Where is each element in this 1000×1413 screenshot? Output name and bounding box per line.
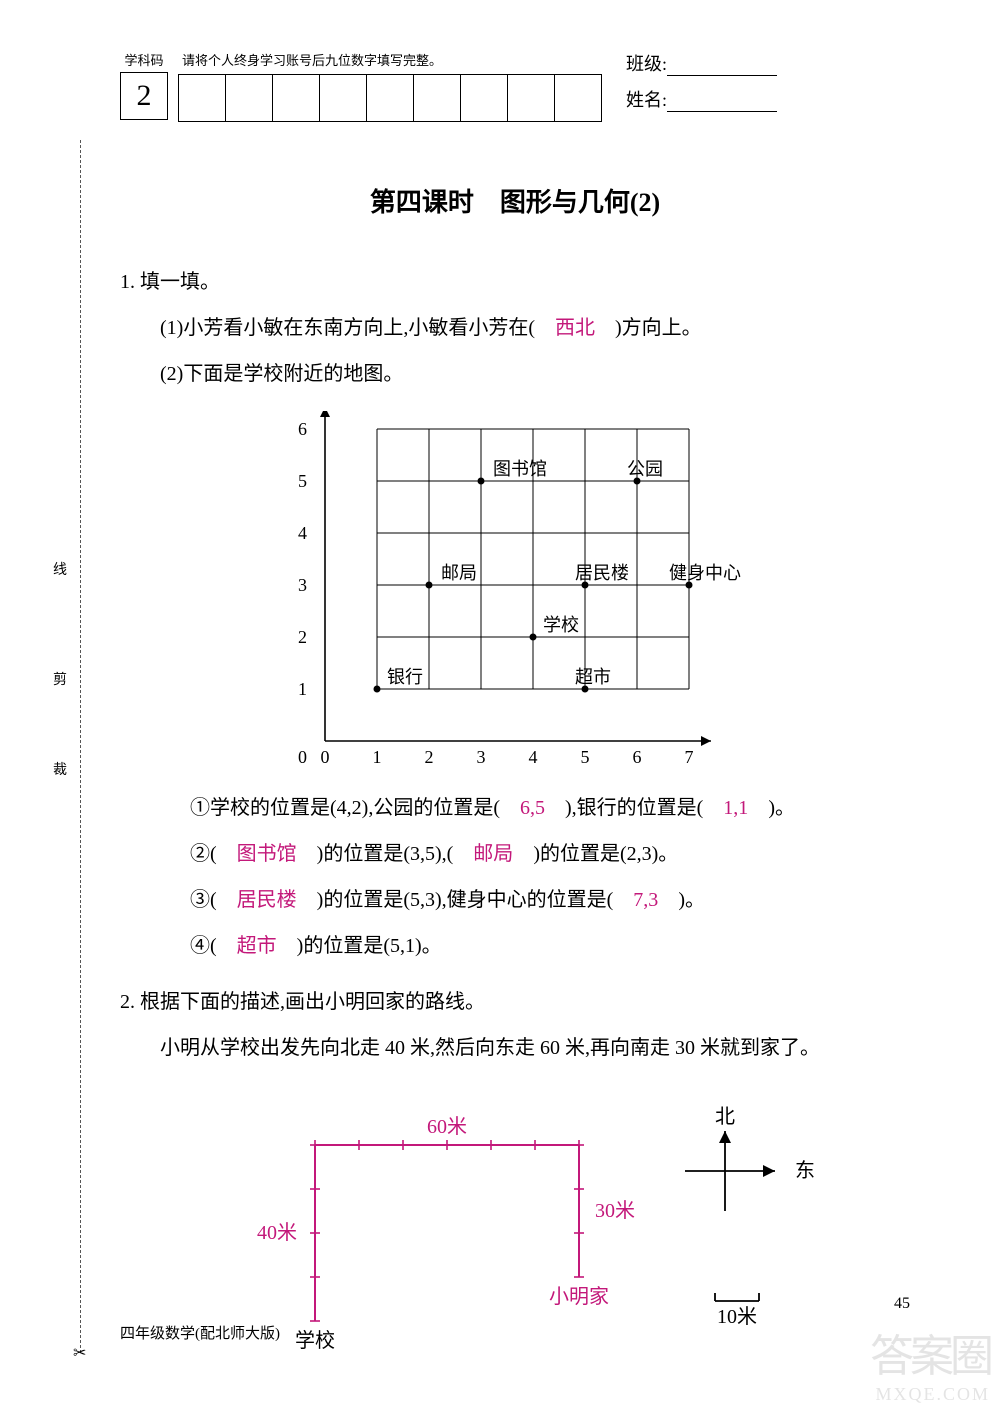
q1s3-post: )。 xyxy=(678,889,705,911)
digit-cell[interactable] xyxy=(320,74,367,122)
svg-text:健身中心: 健身中心 xyxy=(669,563,741,583)
q1s1-pre: ①学校的位置是(4,2),公园的位置是( xyxy=(190,797,500,819)
q1s2-pre: ②( xyxy=(190,843,217,865)
svg-text:小明家: 小明家 xyxy=(549,1285,609,1308)
subject-code-box: 2 xyxy=(120,72,168,120)
digit-cell[interactable] xyxy=(508,74,555,122)
name-fields: 班级: 姓名: xyxy=(626,50,777,122)
digit-cell[interactable] xyxy=(555,74,602,122)
name-field[interactable] xyxy=(667,111,777,112)
question2-head: 2. 根据下面的描述,画出小明回家的路线。 xyxy=(120,979,910,1025)
svg-text:图书馆: 图书馆 xyxy=(493,459,547,479)
cutline-char-line: 线 xyxy=(53,560,67,582)
q1-part2-text: (2)下面是学校附近的地图。 xyxy=(120,351,910,397)
q1s3-pre: ③( xyxy=(190,889,217,911)
class-field[interactable] xyxy=(667,75,777,76)
svg-text:60米: 60米 xyxy=(427,1115,467,1138)
coordinate-chart-svg: 0 1 2 3 4 5 6 7 1 2 3 4 5 6 0 图书馆 公园邮局 居民楼 健身中心学校银行 超市 xyxy=(275,411,755,771)
page-number: 45 xyxy=(894,1295,910,1313)
svg-text:北: 北 xyxy=(715,1105,735,1128)
digit-cell[interactable] xyxy=(367,74,414,122)
q1s1-post: )。 xyxy=(768,797,795,819)
q1s3-mid: )的位置是(5,3),健身中心的位置是( xyxy=(317,889,614,911)
name-label: 姓名: xyxy=(626,90,667,110)
q1s1-ans2: 1,1 xyxy=(703,797,768,819)
svg-text:2: 2 xyxy=(425,747,434,767)
q1s1-mid: ),银行的位置是( xyxy=(565,797,703,819)
svg-text:4: 4 xyxy=(298,523,307,543)
svg-text:公园: 公园 xyxy=(627,459,663,479)
watermark: 答案圈 MXQE.COM xyxy=(870,1320,990,1405)
svg-text:30米: 30米 xyxy=(595,1199,635,1222)
svg-text:6: 6 xyxy=(298,419,307,439)
account-column: 请将个人终身学习账号后九位数字填写完整。 xyxy=(178,50,602,122)
question2-desc: 小明从学校出发先向北走 40 米,然后向东走 60 米,再向南走 30 米就到家… xyxy=(120,1025,910,1071)
q1-part1: (1)小芳看小敏在东南方向上,小敏看小芳在( 西北 )方向上。 xyxy=(120,305,910,351)
digit-cell[interactable] xyxy=(461,74,508,122)
svg-text:6: 6 xyxy=(633,747,642,767)
q1s2-ans1: 图书馆 xyxy=(217,843,317,865)
q1s1-ans1: 6,5 xyxy=(500,797,565,819)
svg-text:5: 5 xyxy=(581,747,590,767)
scissors-icon: ✂ xyxy=(73,1343,86,1363)
svg-text:3: 3 xyxy=(477,747,486,767)
q1-sub4: ④( 超市 )的位置是(5,1)。 xyxy=(120,923,910,969)
digit-cell[interactable] xyxy=(414,74,461,122)
footer-text: 四年级数学(配北师大版) xyxy=(120,1322,280,1343)
watermark-url: MXQE.COM xyxy=(870,1384,990,1405)
account-digit-boxes xyxy=(178,74,602,122)
q1-sub1: ①学校的位置是(4,2),公园的位置是( 6,5 ),银行的位置是( 1,1 )… xyxy=(120,785,910,831)
svg-text:40米: 40米 xyxy=(257,1221,297,1244)
subject-column: 学科码 2 xyxy=(120,50,168,120)
svg-text:2: 2 xyxy=(298,627,307,647)
digit-cell[interactable] xyxy=(178,74,226,122)
q1s2-post: )的位置是(2,3)。 xyxy=(533,843,678,865)
q1p1-pre: (1)小芳看小敏在东南方向上,小敏看小芳在( xyxy=(160,317,535,339)
q1s3-ans1: 居民楼 xyxy=(217,889,317,911)
q1p1-post: )方向上。 xyxy=(615,317,702,339)
svg-text:1: 1 xyxy=(373,747,382,767)
svg-text:0: 0 xyxy=(321,747,330,767)
digit-cell[interactable] xyxy=(273,74,320,122)
q1s4-ans: 超市 xyxy=(217,935,297,957)
svg-text:1: 1 xyxy=(298,679,307,699)
route-diagram: 60米 40米 30米小明家学校 北东 10米 xyxy=(120,1091,910,1351)
svg-text:学校: 学校 xyxy=(295,1329,335,1351)
cutline-char-trim: 裁 xyxy=(53,760,67,782)
svg-text:居民楼: 居民楼 xyxy=(575,563,629,583)
page-title: 第四课时 图形与几何(2) xyxy=(120,182,910,219)
cutline-char-cut: 剪 xyxy=(53,670,67,692)
svg-text:7: 7 xyxy=(685,747,694,767)
account-instruction: 请将个人终身学习账号后九位数字填写完整。 xyxy=(182,50,602,69)
page-content: 学科码 2 请将个人终身学习账号后九位数字填写完整。 班级: 姓名: 第四课时 … xyxy=(120,50,910,1351)
svg-text:0: 0 xyxy=(298,747,307,767)
svg-text:学校: 学校 xyxy=(543,615,579,635)
q1s4-pre: ④( xyxy=(190,935,217,957)
content-body: 1. 填一填。 (1)小芳看小敏在东南方向上,小敏看小芳在( 西北 )方向上。 … xyxy=(120,259,910,1351)
class-label: 班级: xyxy=(626,54,667,74)
cut-line-rule: 线 剪 裁 ✂ xyxy=(80,140,82,1353)
svg-text:5: 5 xyxy=(298,471,307,491)
svg-text:银行: 银行 xyxy=(387,667,423,687)
q1p1-ans: 西北 xyxy=(535,317,615,339)
route-svg: 60米 40米 30米小明家学校 北东 10米 xyxy=(195,1091,835,1351)
svg-text:3: 3 xyxy=(298,575,307,595)
q1s4-post: )的位置是(5,1)。 xyxy=(297,935,442,957)
coordinate-map: 0 1 2 3 4 5 6 7 1 2 3 4 5 6 0 图书馆 公园邮局 居民楼 健身中心学校银行 超市 xyxy=(120,411,910,771)
q1s2-ans2: 邮局 xyxy=(453,843,533,865)
q1s2-mid: )的位置是(3,5),( xyxy=(317,843,454,865)
subject-code-label: 学科码 xyxy=(124,50,163,69)
q1s3-ans2: 7,3 xyxy=(613,889,678,911)
svg-text:10米: 10米 xyxy=(717,1305,757,1328)
svg-text:超市: 超市 xyxy=(575,667,611,687)
question1-head: 1. 填一填。 xyxy=(120,259,910,305)
watermark-circle: 答案圈 xyxy=(870,1320,990,1384)
header-row: 学科码 2 请将个人终身学习账号后九位数字填写完整。 班级: 姓名: xyxy=(120,50,910,122)
q1-sub3: ③( 居民楼 )的位置是(5,3),健身中心的位置是( 7,3 )。 xyxy=(120,877,910,923)
svg-text:邮局: 邮局 xyxy=(441,563,477,583)
q1-sub2: ②( 图书馆 )的位置是(3,5),( 邮局 )的位置是(2,3)。 xyxy=(120,831,910,877)
digit-cell[interactable] xyxy=(226,74,273,122)
svg-text:4: 4 xyxy=(529,747,538,767)
svg-text:东: 东 xyxy=(795,1159,815,1182)
